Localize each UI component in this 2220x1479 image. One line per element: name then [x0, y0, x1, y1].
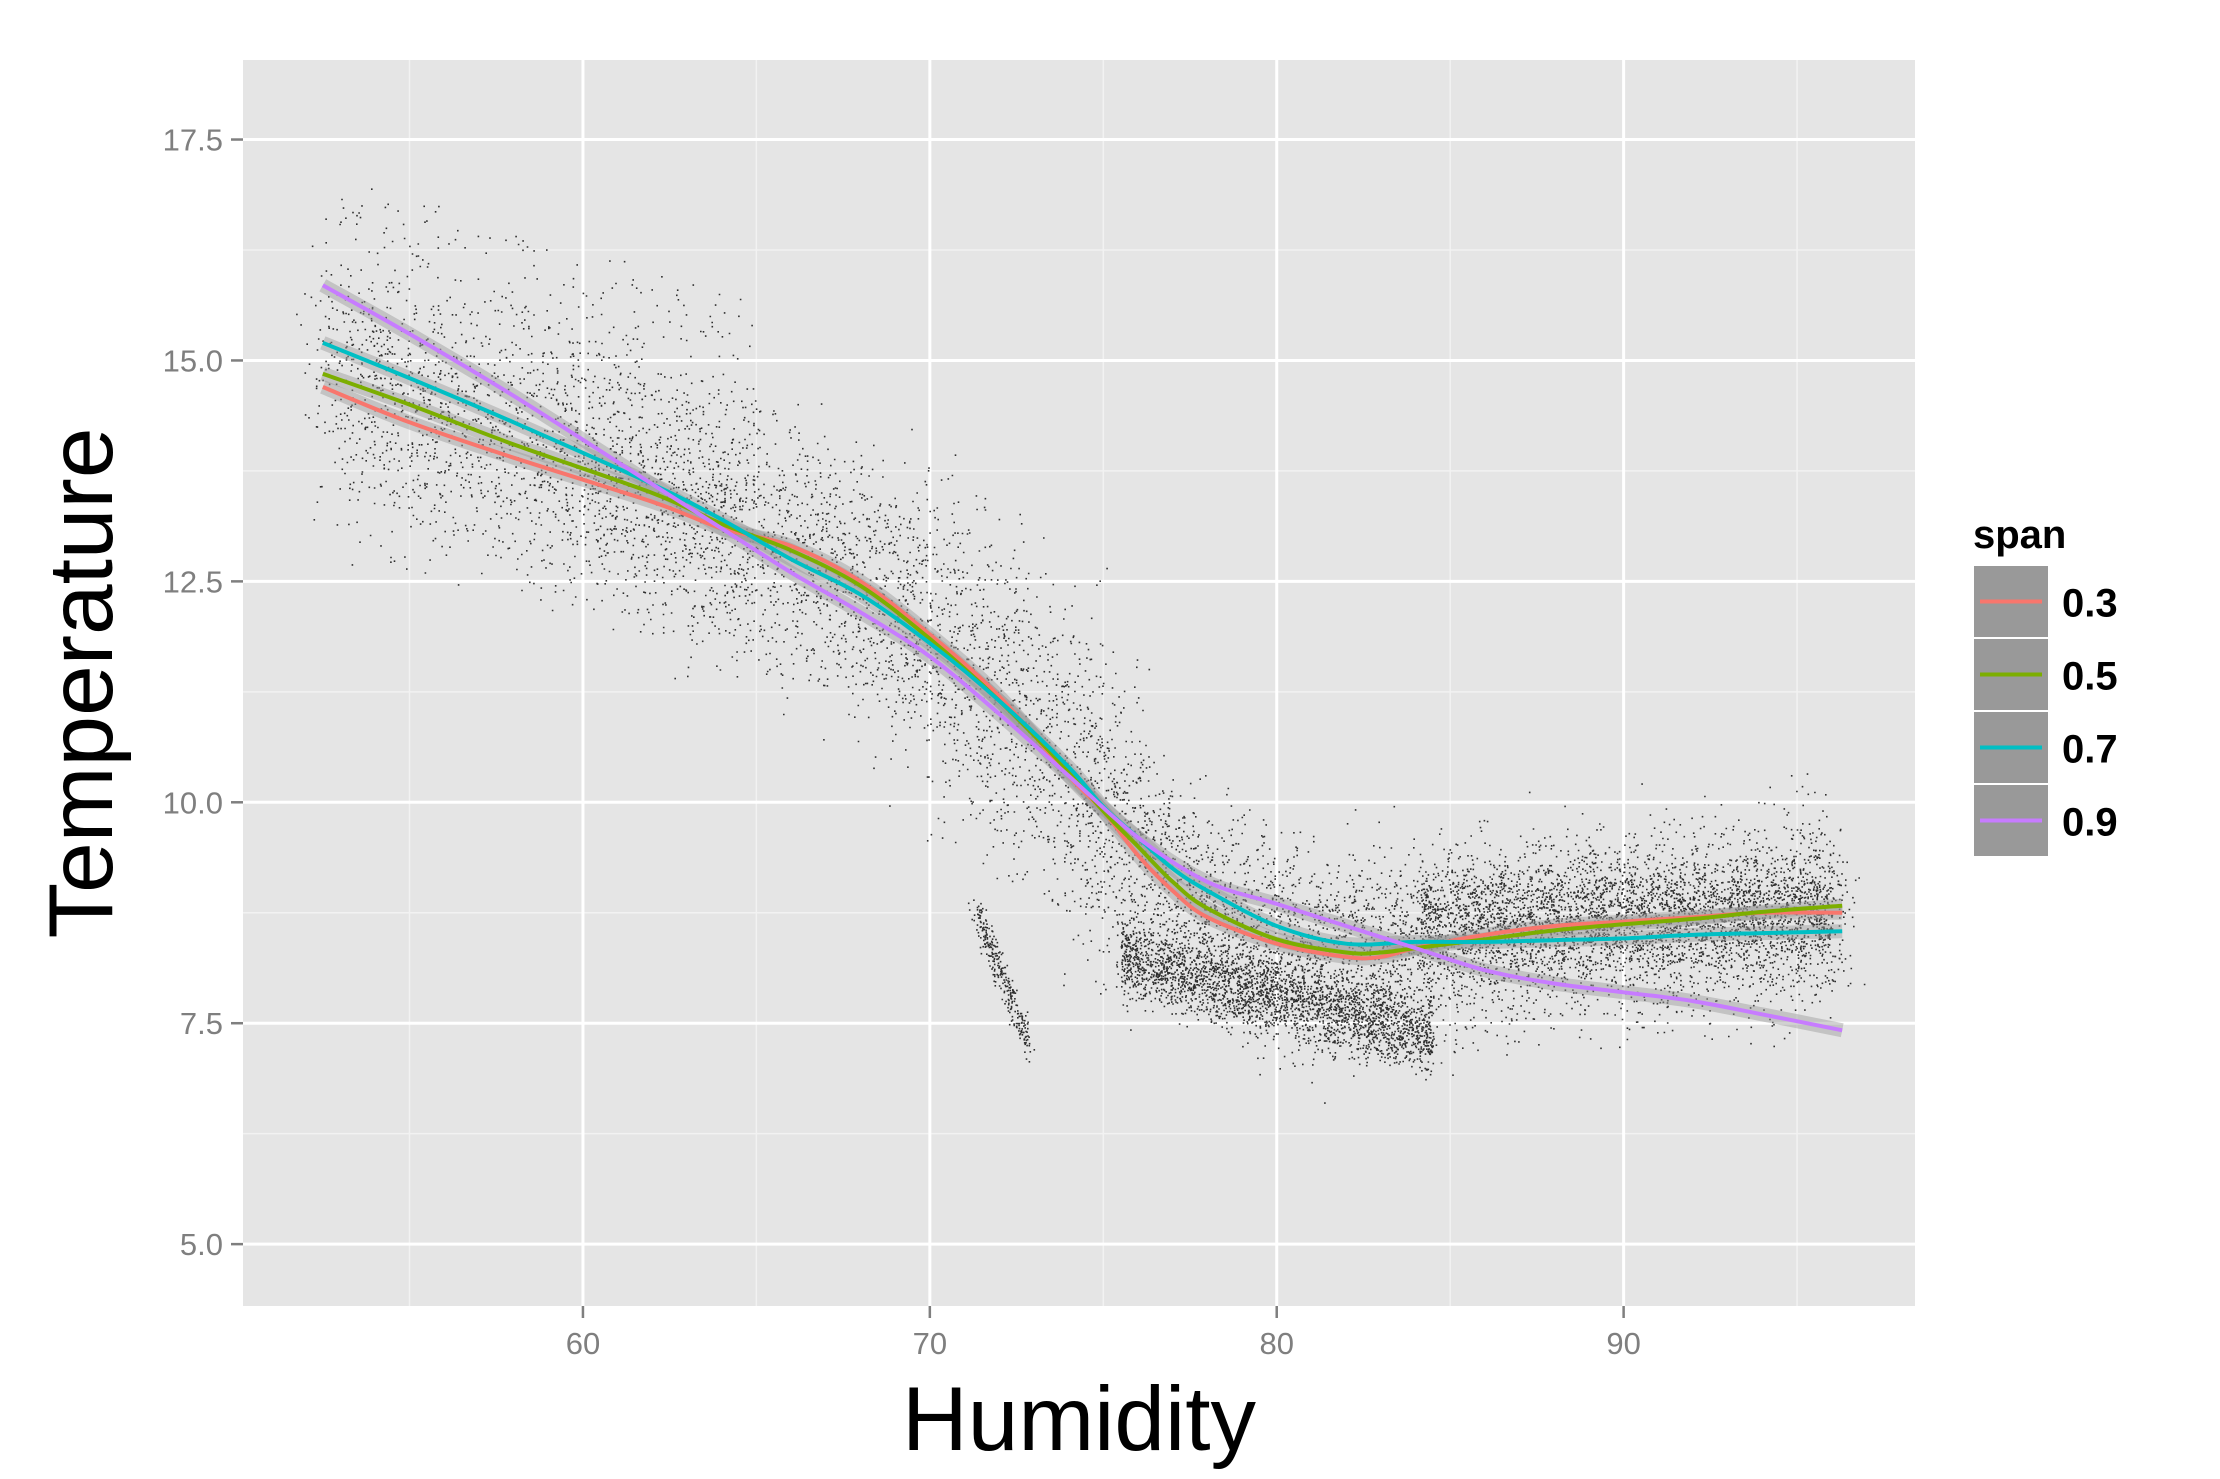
y-tick-label: 12.5	[163, 564, 223, 599]
series-line-0.3	[322, 385, 1843, 961]
x-axis-title: Humidity	[902, 1369, 1256, 1470]
legend-label: 0.9	[2062, 801, 2118, 845]
y-tick-label: 15.0	[163, 343, 223, 378]
series-line-0.9	[321, 283, 1843, 1033]
grid-minor	[243, 60, 1915, 1306]
y-axis-title: Temperature	[31, 428, 132, 939]
smooth-lines	[319, 279, 1844, 1038]
y-tick-label: 10.0	[163, 785, 223, 820]
y-tick-label: 5.0	[180, 1227, 223, 1262]
legend-label: 0.7	[2062, 728, 2118, 772]
x-tick-label: 90	[1606, 1326, 1640, 1361]
scatter-point-cloud	[296, 188, 1866, 1104]
legend-label: 0.3	[2062, 582, 2118, 626]
legend-label: 0.5	[2062, 655, 2118, 699]
grid-major	[243, 60, 1915, 1306]
x-tick-label: 70	[913, 1326, 947, 1361]
x-axis: 60 70 80 90	[566, 1306, 1641, 1361]
y-tick-label: 17.5	[163, 123, 223, 158]
legend: span 0.3 0.5 0.7 0.9	[1973, 513, 2118, 856]
x-tick-label: 80	[1259, 1326, 1293, 1361]
y-tick-label: 7.5	[180, 1006, 223, 1041]
scatter-points	[296, 188, 1866, 1104]
plot-panel	[243, 60, 1915, 1306]
x-tick-label: 60	[566, 1326, 600, 1361]
series-line-0.5	[322, 371, 1843, 956]
legend-title: span	[1973, 513, 2066, 557]
y-axis: 5.0 7.5 10.0 12.5 15.0 17.5	[163, 123, 243, 1262]
